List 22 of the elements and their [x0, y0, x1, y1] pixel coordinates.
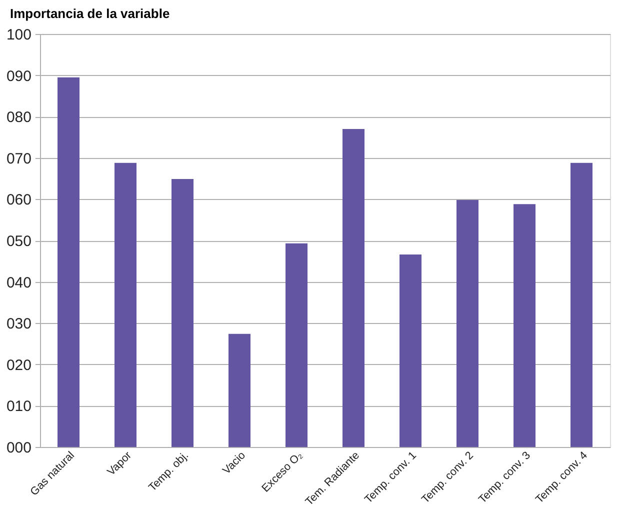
y-tick-label: 010: [6, 398, 32, 416]
y-tick-label: 040: [6, 274, 32, 292]
y-tick-label: 050: [6, 233, 32, 250]
chart-title: Importancia de la variable: [10, 6, 170, 21]
y-tick-label: 060: [6, 192, 32, 209]
y-tick-label: 020: [6, 356, 32, 374]
bar: [342, 128, 364, 447]
y-tick-label: 080: [6, 109, 32, 126]
bar: [114, 162, 136, 447]
y-tick-label: 000: [6, 440, 32, 456]
bar: [514, 204, 536, 447]
bar: [58, 77, 80, 447]
y-tick-label: 070: [6, 150, 32, 168]
bar: [456, 200, 478, 447]
bar: [172, 178, 194, 447]
bar: [570, 162, 592, 447]
bar: [400, 254, 422, 447]
y-tick-label: 030: [6, 316, 32, 333]
y-tick-label: 100: [6, 26, 32, 44]
bar: [286, 243, 308, 447]
y-tick-label: 090: [6, 68, 32, 85]
bar: [228, 334, 250, 447]
